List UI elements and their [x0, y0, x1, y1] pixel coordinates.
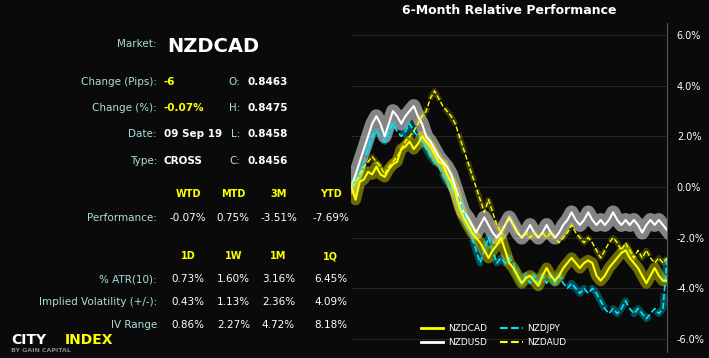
- Text: O:: O:: [228, 77, 240, 87]
- Text: -3.51%: -3.51%: [260, 213, 297, 223]
- Text: 6.45%: 6.45%: [314, 274, 347, 284]
- Text: MTD: MTD: [221, 189, 245, 199]
- Text: 2.36%: 2.36%: [262, 297, 295, 307]
- Text: 09 Sep 19: 09 Sep 19: [164, 130, 222, 140]
- Text: Date:: Date:: [128, 130, 157, 140]
- Text: Change (%):: Change (%):: [92, 103, 157, 113]
- Text: 1W: 1W: [225, 251, 242, 261]
- Text: -6: -6: [164, 77, 175, 87]
- Text: 1.60%: 1.60%: [217, 274, 250, 284]
- Text: -0.07%: -0.07%: [170, 213, 206, 223]
- Text: 1M: 1M: [270, 251, 286, 261]
- Text: CITY: CITY: [11, 334, 46, 348]
- Text: 1Q: 1Q: [323, 251, 338, 261]
- Text: 0.8458: 0.8458: [247, 130, 288, 140]
- Text: WTD: WTD: [175, 189, 201, 199]
- Text: 0.86%: 0.86%: [172, 320, 205, 330]
- Text: Performance:: Performance:: [87, 213, 157, 223]
- Text: Change (Pips):: Change (Pips):: [81, 77, 157, 87]
- Text: IV Range: IV Range: [111, 320, 157, 330]
- Text: Implied Volatility (+/-):: Implied Volatility (+/-):: [39, 297, 157, 307]
- Text: BY GAIN CAPITAL: BY GAIN CAPITAL: [11, 348, 71, 353]
- Legend: NZDCAD, NZDUSD, NZDJPY, NZDAUD: NZDCAD, NZDUSD, NZDJPY, NZDAUD: [417, 321, 570, 350]
- Text: 2.27%: 2.27%: [217, 320, 250, 330]
- Text: 4.09%: 4.09%: [314, 297, 347, 307]
- Text: 0.8475: 0.8475: [247, 103, 288, 113]
- Text: 1D: 1D: [181, 251, 196, 261]
- Text: 4.72%: 4.72%: [262, 320, 295, 330]
- Text: 0.73%: 0.73%: [172, 274, 205, 284]
- Text: Market:: Market:: [118, 39, 157, 49]
- Text: C:: C:: [229, 156, 240, 166]
- Text: CROSS: CROSS: [164, 156, 203, 166]
- Text: YTD: YTD: [320, 189, 342, 199]
- Text: INDEX: INDEX: [65, 334, 113, 348]
- Text: -0.07%: -0.07%: [164, 103, 204, 113]
- Text: 0.75%: 0.75%: [217, 213, 250, 223]
- Title: 6-Month Relative Performance: 6-Month Relative Performance: [402, 4, 617, 17]
- Text: -7.69%: -7.69%: [312, 213, 349, 223]
- Text: 3.16%: 3.16%: [262, 274, 295, 284]
- Text: 8.18%: 8.18%: [314, 320, 347, 330]
- Text: % ATR(10):: % ATR(10):: [99, 274, 157, 284]
- Text: 0.8456: 0.8456: [247, 156, 288, 166]
- Text: 0.43%: 0.43%: [172, 297, 205, 307]
- Text: L:: L:: [231, 130, 240, 140]
- Text: H:: H:: [229, 103, 240, 113]
- Text: Type:: Type:: [130, 156, 157, 166]
- Text: NZDCAD: NZDCAD: [167, 37, 259, 56]
- Text: 1.13%: 1.13%: [217, 297, 250, 307]
- Text: 3M: 3M: [270, 189, 286, 199]
- Text: 0.8463: 0.8463: [247, 77, 288, 87]
